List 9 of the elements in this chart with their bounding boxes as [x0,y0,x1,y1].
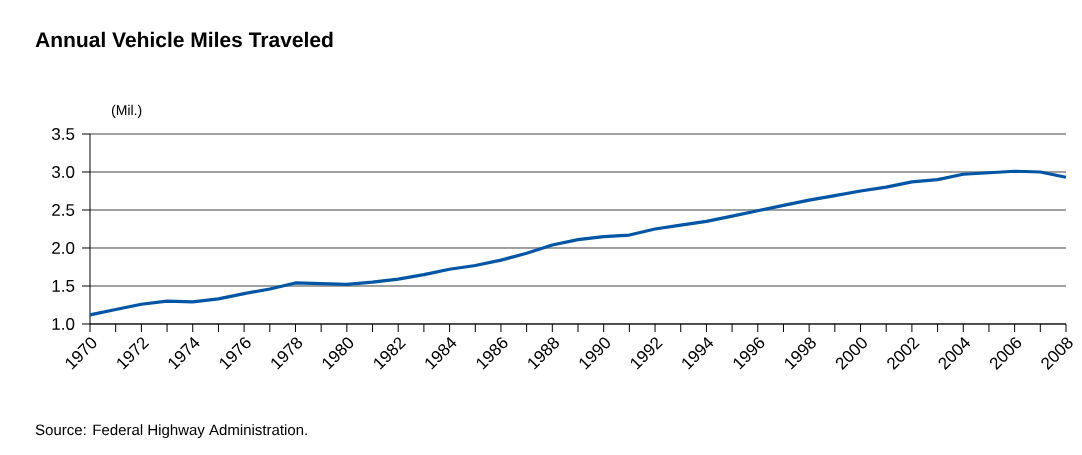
y-tick-label: 3.0 [51,165,75,178]
chart-title: Annual Vehicle Miles Traveled [35,31,333,48]
source-note: Source: Federal Highway Administration. [35,424,307,439]
y-tick-label: 2.0 [52,241,75,254]
y-tick-label: 1.5 [52,280,75,292]
y-axis-title: (Mil.) [111,104,142,118]
y-tick-label: 2.5 [52,203,75,216]
y-tick-label: 3.5 [51,127,75,140]
y-tick-label: 1.0 [52,317,75,330]
